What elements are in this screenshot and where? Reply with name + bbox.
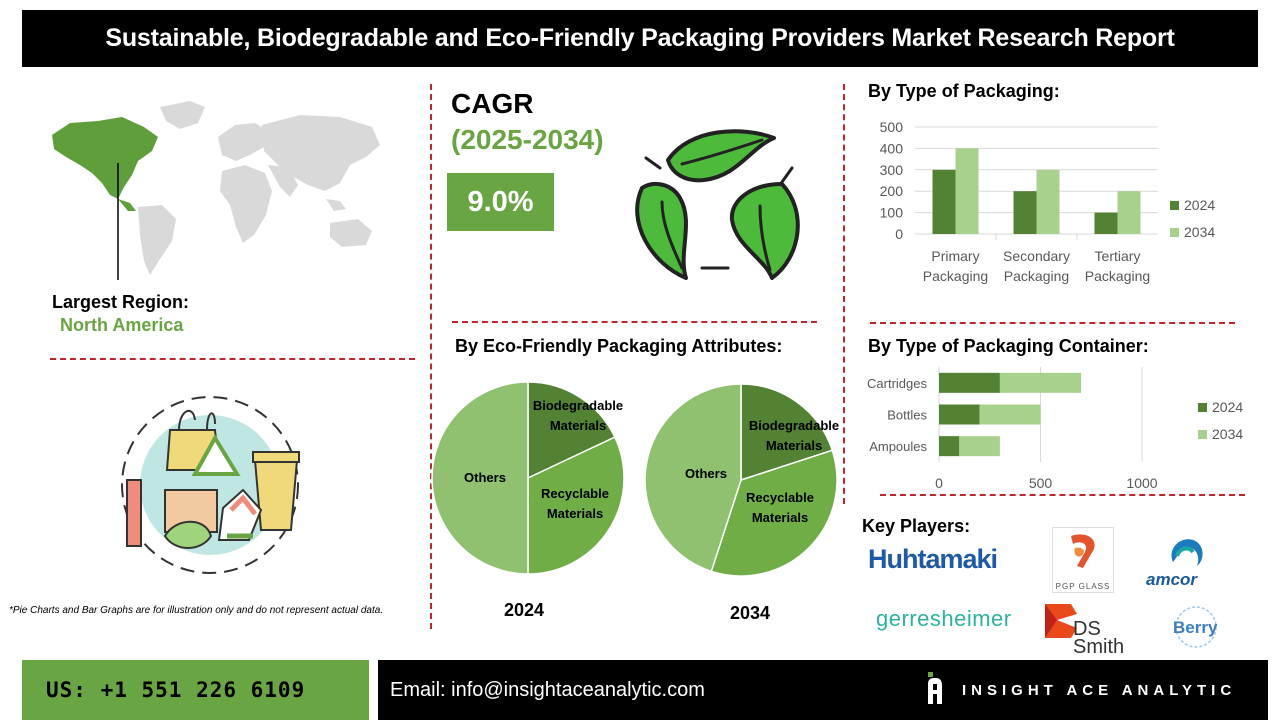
hbar-category-label: Ampoules — [869, 439, 927, 454]
brand-logo-icon — [928, 672, 942, 704]
pgp-text: PGP GLASS — [1055, 582, 1111, 591]
pie-slice-label: Recyclable — [541, 486, 609, 501]
pie-slice-label: Materials — [752, 510, 808, 525]
packaging-type-bar-chart: 0 100 200 300 400 500 Primary Packaging Secondar… — [880, 119, 1216, 284]
bar-category-label: Secondary — [1003, 248, 1070, 264]
logo-berry: Berry — [1173, 618, 1218, 637]
region-value: North America — [60, 315, 184, 335]
bar-mark — [1117, 191, 1141, 234]
bar-mark — [1094, 212, 1118, 234]
pie-slice — [527, 436, 625, 575]
berry-mark-icon — [1175, 606, 1217, 648]
hbar-category-label: Bottles — [887, 408, 927, 423]
logo-ds-smith: DS Smith — [1037, 598, 1125, 662]
divider-left — [430, 84, 432, 629]
bar-mark — [1036, 169, 1060, 234]
hbar-mark — [959, 436, 1000, 457]
packaging-illustration-icon — [121, 396, 300, 574]
bar-ytick-label: 400 — [880, 140, 904, 156]
disclaimer: *Pie Charts and Bar Graphs are for illus… — [9, 605, 384, 616]
logo-pgp-glass: PGP GLASS — [1052, 527, 1114, 593]
bar-category-label: Packaging — [1085, 268, 1150, 284]
bar-ytick-label: 200 — [880, 183, 904, 199]
hbar-legend-swatch — [1198, 403, 1207, 412]
bar-category-label: Tertiary — [1095, 248, 1141, 264]
packaging-type-title: By Type of Packaging: — [868, 81, 1060, 101]
hbar-mark — [979, 404, 1041, 425]
pgp-mark-icon — [1071, 534, 1095, 568]
footer-email[interactable]: Email: info@insightaceanalytic.com — [390, 679, 705, 701]
container-title: By Type of Packaging Container: — [868, 336, 1149, 356]
divider-region — [50, 358, 415, 360]
logo-amcor: amcor — [1146, 570, 1198, 589]
attributes-pie-charts: Biodegradable Materials Recyclable Material… — [431, 381, 839, 577]
divider-container — [880, 494, 1245, 496]
region-label: Largest Region: — [52, 292, 190, 312]
footer-bar: Email: info@insightaceanalytic.com INSIG… — [378, 660, 1268, 720]
hbar-xtick-label: 0 — [935, 475, 943, 491]
pie-slice-label: Biodegradable — [749, 418, 839, 433]
pie-slice — [431, 381, 529, 575]
hbar-xtick-label: 1000 — [1126, 475, 1157, 491]
attributes-title: By Eco-Friendly Packaging Attributes: — [455, 336, 783, 356]
pie-slice — [644, 383, 742, 573]
pie-year-2034: 2034 — [730, 603, 771, 623]
hbar-mark — [939, 436, 960, 457]
bar-category-label: Packaging — [923, 268, 988, 284]
divider-type — [870, 322, 1235, 324]
bar-ytick-label: 100 — [880, 205, 904, 221]
footer-brand: INSIGHT ACE ANALYTIC — [962, 682, 1237, 699]
cagr-years: (2025-2034) — [451, 124, 604, 155]
divider-cagr — [452, 321, 817, 323]
pie-slice — [740, 383, 834, 482]
recycle-leaves-icon — [635, 129, 800, 280]
footer-phone: US: +1 551 226 6109 — [22, 660, 369, 720]
pie-slice-label: Biodegradable — [533, 398, 623, 413]
hbar-category-label: Cartridges — [867, 376, 927, 391]
world-map — [52, 101, 380, 280]
pie-slice-label: Materials — [766, 438, 822, 453]
pie-slice — [710, 449, 838, 577]
pie-slice-label: Others — [464, 470, 506, 485]
pie-year-2024: 2024 — [504, 600, 545, 620]
hbar-legend-label: 2024 — [1212, 399, 1243, 415]
hbar-xtick-label: 500 — [1029, 475, 1053, 491]
pie-slice-label: Others — [685, 466, 727, 481]
hbar-mark — [939, 372, 1000, 393]
amcor-mark-icon — [1171, 539, 1203, 566]
hbar-legend-label: 2034 — [1212, 426, 1243, 442]
bar-mark — [932, 169, 956, 234]
bar-legend-label: 2024 — [1184, 197, 1215, 213]
cagr-value: 9.0% — [447, 173, 554, 231]
bar-mark — [955, 148, 979, 234]
pie-slice-label: Materials — [550, 418, 606, 433]
bar-category-label: Packaging — [1004, 268, 1069, 284]
bar-category-label: Primary — [931, 248, 979, 264]
logo-gerresheimer: gerresheimer — [876, 606, 1012, 631]
page-title: Sustainable, Biodegradable and Eco-Frien… — [22, 10, 1258, 67]
divider-right — [843, 84, 845, 504]
bar-legend-swatch — [1170, 228, 1179, 237]
hbar-legend-swatch — [1198, 430, 1207, 439]
cagr-label: CAGR — [451, 88, 534, 119]
pie-slice-label: Materials — [547, 506, 603, 521]
ds-smith-mark-icon — [1045, 604, 1077, 638]
container-bar-chart: 0 500 1000 Cartridges Bottles Ampoules 2024 203… — [867, 367, 1243, 491]
bar-ytick-label: 0 — [895, 226, 903, 242]
bar-legend-label: 2034 — [1184, 224, 1215, 240]
pie-slice-label: Recyclable — [746, 490, 814, 505]
logo-huhtamaki: Huhtamaki — [868, 544, 998, 574]
hbar-mark — [939, 404, 980, 425]
bar-ytick-label: 500 — [880, 119, 904, 135]
pie-slice — [527, 381, 616, 480]
bar-legend-swatch — [1170, 201, 1179, 210]
ds-smith-text: DS Smith — [1073, 618, 1125, 658]
key-players-title: Key Players: — [862, 516, 971, 536]
hbar-mark — [999, 372, 1082, 393]
bar-mark — [1013, 191, 1037, 234]
bar-ytick-label: 300 — [880, 162, 904, 178]
